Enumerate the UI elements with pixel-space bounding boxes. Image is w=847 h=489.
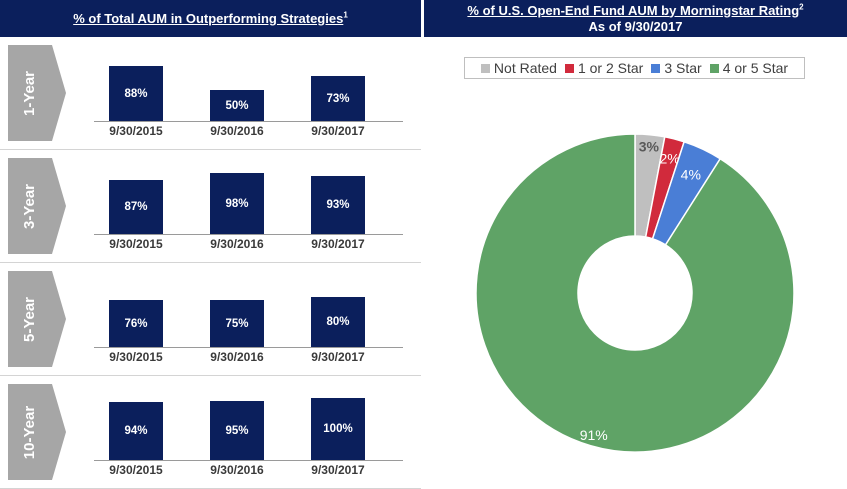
x-tick-label: 9/30/2016 <box>210 124 264 138</box>
pie-slice-4-or-5-star <box>475 133 795 453</box>
bar-9-30-2016: 50% <box>210 90 264 121</box>
legend-item: 3 Star <box>651 60 702 76</box>
legend-swatch <box>480 63 490 73</box>
bar-row-10-year: 10-Year 94% 9/30/2015 95% 9/30/2016 100% 9/30/… <box>0 376 421 489</box>
panel-divider <box>421 0 424 488</box>
right-panel-header: % of U.S. Open-End Fund AUM by Morningst… <box>424 0 847 37</box>
pie-data-label: 91% <box>580 427 608 443</box>
pie-data-label: 3% <box>639 139 660 155</box>
legend-swatch <box>651 63 661 73</box>
legend-label: Not Rated <box>493 60 557 76</box>
x-tick-label: 9/30/2015 <box>109 124 163 138</box>
legend-item: Not Rated <box>480 60 557 76</box>
bar-row-3-year: 3-Year 87% 9/30/2015 98% 9/30/2016 93% 9/30/20… <box>0 150 421 263</box>
x-tick-label: 9/30/2017 <box>311 237 365 251</box>
right-panel-title: % of U.S. Open-End Fund AUM by Morningst… <box>467 2 800 18</box>
chevron-shape <box>8 45 66 141</box>
period-label: 10-Year <box>21 405 39 459</box>
bar-9-30-2016: 95% <box>210 401 264 460</box>
bar-9-30-2016: 98% <box>210 173 264 234</box>
x-tick-label: 9/30/2015 <box>109 463 163 477</box>
bar-row-1-year: 1-Year 88% 9/30/2015 50% 9/30/2016 73% 9/30/20… <box>0 37 421 150</box>
period-chevron <box>8 45 66 141</box>
bar-9-30-2017: 100% <box>311 398 365 460</box>
legend-label: 3 Star <box>664 60 702 76</box>
x-axis-line <box>94 460 403 461</box>
x-axis-line <box>94 347 403 348</box>
chevron-shape <box>8 158 66 254</box>
bar-9-30-2017: 80% <box>311 297 365 347</box>
period-label: 1-Year <box>21 70 39 116</box>
x-axis-line <box>94 234 403 235</box>
left-panel-header: % of Total AUM in Outperforming Strategi… <box>0 0 421 37</box>
legend-item: 1 or 2 Star <box>564 60 644 76</box>
right-panel-footnote: 2 <box>799 2 804 12</box>
right-panel-subtitle: As of 9/30/2017 <box>588 18 683 34</box>
left-panel-footnote: 1 <box>343 10 348 20</box>
legend-swatch <box>564 63 574 73</box>
left-panel-title: % of Total AUM in Outperforming Strategi… <box>73 10 344 26</box>
x-tick-label: 9/30/2015 <box>109 350 163 364</box>
legend-label: 4 or 5 Star <box>722 60 789 76</box>
bar-row-5-year: 5-Year 76% 9/30/2015 75% 9/30/2016 80% 9/30/20… <box>0 263 421 376</box>
period-label: 5-Year <box>21 296 39 342</box>
x-tick-label: 9/30/2017 <box>311 463 365 477</box>
pie-data-label: 2% <box>659 150 679 166</box>
pie-data-label: 4% <box>681 166 701 182</box>
period-chevron <box>8 384 66 480</box>
chevron-shape <box>8 384 66 480</box>
legend-item: 4 or 5 Star <box>709 60 789 76</box>
donut-chart: 3%2%4% 91% <box>475 133 795 453</box>
period-chevron <box>8 271 66 367</box>
period-chevron <box>8 158 66 254</box>
period-label: 3-Year <box>21 183 39 229</box>
x-tick-label: 9/30/2015 <box>109 237 163 251</box>
x-tick-label: 9/30/2016 <box>210 463 264 477</box>
bar-9-30-2015: 87% <box>109 180 163 234</box>
bar-9-30-2017: 93% <box>311 176 365 234</box>
pie-legend: Not Rated 1 or 2 Star 3 Star 4 or 5 Star <box>464 57 805 79</box>
x-axis-line <box>94 121 403 122</box>
x-tick-label: 9/30/2016 <box>210 237 264 251</box>
x-tick-label: 9/30/2017 <box>311 350 365 364</box>
chevron-shape <box>8 271 66 367</box>
legend-swatch <box>709 63 719 73</box>
x-tick-label: 9/30/2017 <box>311 124 365 138</box>
legend-label: 1 or 2 Star <box>577 60 644 76</box>
bar-9-30-2015: 76% <box>109 300 163 347</box>
bar-9-30-2016: 75% <box>210 300 264 347</box>
bar-9-30-2015: 94% <box>109 402 163 460</box>
bar-9-30-2017: 73% <box>311 76 365 121</box>
x-tick-label: 9/30/2016 <box>210 350 264 364</box>
bar-9-30-2015: 88% <box>109 66 163 121</box>
